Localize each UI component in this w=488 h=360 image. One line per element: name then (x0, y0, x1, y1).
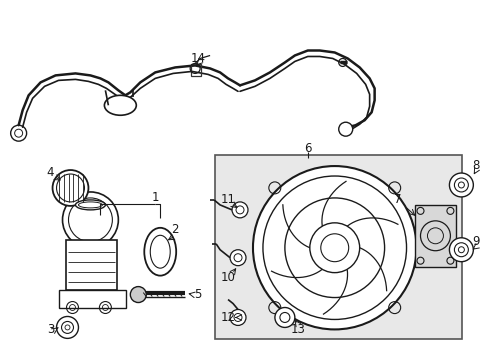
Bar (59, 289, 126, 307)
Bar (215, 155, 462, 339)
Text: 14: 14 (190, 52, 205, 65)
Text: 12: 12 (220, 311, 235, 324)
Text: 3: 3 (47, 323, 54, 336)
Bar (191, 64, 201, 76)
Text: 6: 6 (304, 141, 311, 155)
Circle shape (57, 316, 78, 338)
Circle shape (52, 170, 88, 206)
Circle shape (252, 166, 416, 329)
Text: 13: 13 (290, 323, 305, 336)
Circle shape (130, 287, 146, 302)
Ellipse shape (144, 228, 176, 276)
Circle shape (229, 310, 245, 325)
Circle shape (232, 202, 247, 218)
Circle shape (448, 238, 472, 262)
Circle shape (338, 122, 352, 136)
Text: 7: 7 (393, 193, 401, 206)
Ellipse shape (75, 200, 105, 210)
Text: 4: 4 (47, 166, 54, 179)
Ellipse shape (104, 95, 136, 115)
Bar (414, 205, 455, 267)
Circle shape (229, 250, 245, 266)
Text: 11: 11 (220, 193, 235, 206)
Text: 9: 9 (471, 235, 479, 248)
Circle shape (274, 307, 294, 328)
Text: 10: 10 (220, 271, 235, 284)
Circle shape (11, 125, 26, 141)
Text: 5: 5 (194, 288, 202, 301)
Text: 8: 8 (472, 158, 479, 172)
Circle shape (62, 192, 118, 248)
Bar (65, 240, 117, 289)
Circle shape (448, 173, 472, 197)
Text: 2: 2 (171, 223, 179, 236)
Text: 1: 1 (151, 192, 159, 204)
